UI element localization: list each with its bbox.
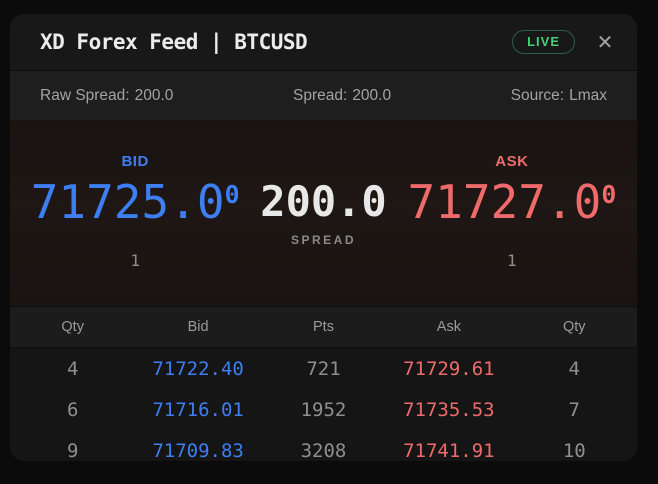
ask-price-main: 71727.0 (407, 175, 602, 229)
live-status-badge: LIVE (512, 30, 575, 54)
depth-table-header-row: Qty Bid Pts Ask Qty (10, 306, 637, 348)
spread-label: Spread: (292, 86, 348, 104)
col-header-bid: Bid (135, 306, 261, 348)
col-header-pts: Pts (260, 306, 387, 348)
spread-value: 200.0 (352, 86, 392, 104)
close-icon[interactable]: ✕ (596, 30, 614, 54)
bid-column: BID 71725.00 1 (10, 151, 260, 270)
ask-price-cell: 71741.91 (386, 430, 512, 461)
table-row: 4 71722.40 721 71729.61 4 (10, 347, 637, 389)
info-bar: Raw Spread: 200.0 Spread: 200.0 Source: Lma… (10, 70, 637, 120)
spread-big-value: 200.0 (260, 177, 387, 226)
pts-cell: 3208 (260, 430, 387, 461)
source-info: Source: Lmax (511, 87, 607, 105)
ask-price-superscript: 0 (601, 179, 617, 209)
header-actions: LIVE ✕ (512, 30, 617, 54)
ask-qty-cell: 4 (511, 347, 637, 389)
ask-price-cell: 71735.53 (386, 389, 512, 430)
card-header: XD Forex Feed | BTCUSD LIVE ✕ (10, 14, 637, 70)
bid-price-superscript: 0 (224, 179, 240, 209)
bid-price-main: 71725.0 (30, 175, 225, 229)
bid-label: BID (121, 153, 149, 170)
ask-label: ASK (495, 153, 529, 170)
bid-price-cell: 71722.40 (135, 347, 261, 389)
ask-price-cell: 71729.61 (386, 347, 512, 389)
ask-column: ASK 71727.00 1 (387, 151, 637, 270)
pts-cell: 721 (260, 347, 387, 389)
raw-spread-info: Raw Spread: 200.0 (40, 87, 173, 105)
ask-qty-cell: 7 (511, 389, 637, 430)
spread-column: 200.0 SPREAD (260, 151, 386, 247)
bid-price-cell: 71709.83 (135, 430, 261, 461)
table-row: 6 71716.01 1952 71735.53 7 (10, 389, 637, 430)
bid-price-cell: 71716.01 (135, 389, 261, 430)
ask-qty-cell: 10 (511, 430, 637, 461)
col-header-qty-ask: Qty (511, 306, 637, 348)
source-label: Source: (510, 86, 565, 104)
forex-feed-card: XD Forex Feed | BTCUSD LIVE ✕ Raw Spread… (10, 14, 637, 461)
bid-price: 71725.00 (31, 177, 240, 235)
bid-qty-cell: 9 (10, 430, 136, 461)
page-title: XD Forex Feed | BTCUSD (40, 30, 308, 54)
bid-qty-cell: 6 (10, 389, 136, 430)
spread-caption: SPREAD (290, 233, 356, 247)
table-row: 9 71709.83 3208 71741.91 10 (10, 430, 637, 461)
source-value: Lmax (569, 86, 607, 104)
col-header-ask: Ask (386, 306, 512, 348)
pts-cell: 1952 (260, 389, 387, 430)
depth-table: Qty Bid Pts Ask Qty 4 71722.40 721 71729… (10, 306, 637, 461)
spread-info: Spread: 200.0 (293, 87, 391, 105)
ask-price: 71727.00 (407, 177, 616, 235)
ask-qty: 1 (507, 251, 517, 270)
bid-qty: 1 (130, 251, 140, 270)
raw-spread-value: 200.0 (134, 86, 174, 104)
col-header-qty-bid: Qty (10, 306, 136, 348)
quote-panel: BID 71725.00 1 200.0 SPREAD ASK 71727.00… (10, 120, 637, 306)
raw-spread-label: Raw Spread: (40, 86, 130, 104)
bid-qty-cell: 4 (10, 347, 136, 389)
